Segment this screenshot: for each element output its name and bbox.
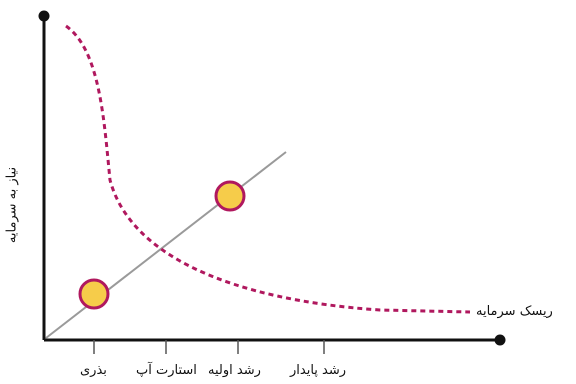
capital-risk-curve (65, 24, 471, 314)
x-axis-end-dot (494, 334, 506, 346)
stage-label-startup: استارت آپ (136, 363, 197, 378)
stage-label-seed: بذری (80, 363, 107, 378)
seed-stage-marker (78, 278, 110, 310)
capital-need-line (45, 151, 287, 339)
stage-label-early-growth: رشد اولیه (208, 363, 261, 378)
curve-label: ریسک سرمایه (476, 304, 553, 319)
stage-label-sustained-growth: رشد پایدار (290, 363, 347, 378)
y-axis-end-dot (38, 10, 50, 22)
y-axis-label: نیاز به سرمایه (4, 166, 20, 244)
early-growth-marker (214, 180, 246, 212)
